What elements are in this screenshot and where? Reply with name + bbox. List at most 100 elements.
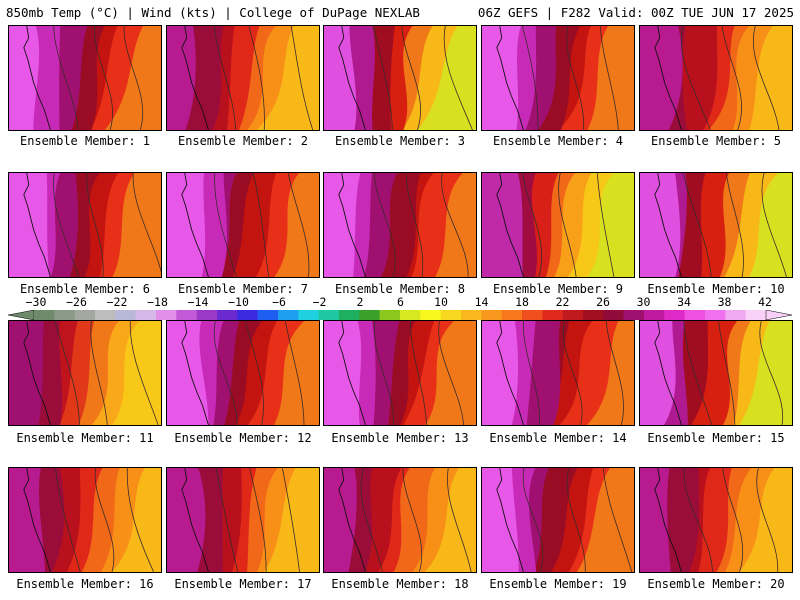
- ensemble-member-label: Ensemble Member: 18: [331, 577, 469, 591]
- colorbar-tick-label: −26: [66, 295, 87, 309]
- colorbar-tick-label: −14: [187, 295, 209, 309]
- ensemble-member-map: [481, 172, 635, 278]
- ensemble-member-map: [481, 467, 635, 573]
- ensemble-member-map: [639, 320, 793, 426]
- map-title: 850mb Temp (°C) | Wind (kts) | College o…: [6, 5, 420, 20]
- ensemble-member-label: Ensemble Member: 12: [174, 431, 312, 445]
- colorbar-swatch: [318, 310, 340, 320]
- ensemble-member-label: Ensemble Member: 20: [647, 577, 785, 591]
- ensemble-member-label: Ensemble Member: 5: [650, 134, 782, 148]
- colorbar-tick-label: 14: [474, 295, 489, 309]
- temperature-field: [640, 173, 792, 277]
- colorbar-swatch: [196, 310, 218, 320]
- colorbar-tick-label: 26: [596, 295, 610, 309]
- ensemble-member-label: Ensemble Member: 9: [492, 282, 624, 296]
- colorbar-tick-label: 34: [677, 295, 691, 309]
- ensemble-member-map: [323, 320, 477, 426]
- ensemble-member-map: [481, 320, 635, 426]
- colorbar-tick-label: 6: [397, 295, 404, 309]
- ensemble-member-label: Ensemble Member: 11: [16, 431, 154, 445]
- colorbar-min-arrow: [8, 310, 35, 320]
- ensemble-member-label: Ensemble Member: 4: [492, 134, 624, 148]
- ensemble-member-map: [8, 25, 162, 131]
- ensemble-member-label: Ensemble Member: 13: [331, 431, 469, 445]
- colorbar-tick-label: −2: [312, 295, 327, 309]
- temperature-field: [324, 321, 476, 425]
- colorbar-tick-label: 10: [434, 295, 448, 309]
- temperature-field: [167, 321, 319, 425]
- temperature-field: [9, 26, 161, 130]
- colorbar-swatch: [664, 310, 685, 320]
- ensemble-member-map: [8, 320, 162, 426]
- ensemble-member-map: [8, 172, 162, 278]
- temperature-field: [640, 321, 792, 425]
- colorbar-swatch: [562, 310, 584, 320]
- colorbar-swatch: [501, 310, 523, 320]
- colorbar-swatch: [583, 310, 604, 320]
- colorbar-swatch: [34, 310, 55, 320]
- ensemble-member-map: [323, 467, 477, 573]
- ensemble-member-map: [639, 467, 793, 573]
- ensemble-member-map: [481, 25, 635, 131]
- ensemble-member-label: Ensemble Member: 1: [19, 134, 151, 148]
- colorbar-tick-label: 30: [636, 295, 651, 309]
- ensemble-member-label: Ensemble Member: 7: [177, 282, 309, 296]
- temperature-field: [9, 468, 161, 572]
- colorbar-swatch: [176, 310, 197, 320]
- ensemble-member-label: Ensemble Member: 10: [647, 282, 785, 296]
- ensemble-member-map: [166, 25, 320, 131]
- colorbar-swatch: [278, 310, 299, 320]
- ensemble-member-label: Ensemble Member: 16: [16, 577, 154, 591]
- colorbar-swatch: [481, 310, 502, 320]
- ensemble-member-map: [639, 25, 793, 131]
- temperature-field: [640, 26, 792, 130]
- colorbar-swatch: [359, 310, 380, 320]
- colorbar-swatch: [74, 310, 96, 320]
- ensemble-member-map: [8, 467, 162, 573]
- colorbar-swatch: [440, 310, 462, 320]
- colorbar-tick-label: 18: [515, 295, 529, 309]
- ensemble-member-label: Ensemble Member: 15: [647, 431, 785, 445]
- ensemble-member-label: Ensemble Member: 8: [334, 282, 466, 296]
- colorbar-tick-label: 38: [717, 295, 732, 309]
- colorbar-tick-label: −22: [106, 295, 128, 309]
- colorbar-swatch: [644, 310, 665, 320]
- temperature-field: [9, 321, 161, 425]
- colorbar-swatch: [725, 310, 746, 320]
- ensemble-member-map: [323, 25, 477, 131]
- colorbar-swatch: [684, 310, 706, 320]
- colorbar-swatch: [705, 310, 726, 320]
- colorbar-swatch: [542, 310, 563, 320]
- temperature-field: [640, 468, 792, 572]
- temperature-field: [324, 468, 476, 572]
- colorbar-tick-label: −6: [272, 295, 286, 309]
- colorbar-swatch: [603, 310, 624, 320]
- colorbar-swatch: [54, 310, 75, 320]
- colorbar-swatch: [522, 310, 543, 320]
- temperature-field: [482, 173, 634, 277]
- colorbar-swatch: [623, 310, 645, 320]
- colorbar-tick-label: 22: [555, 295, 570, 309]
- colorbar-swatch: [379, 310, 401, 320]
- temperature-field: [167, 173, 319, 277]
- temperature-field: [324, 173, 476, 277]
- ensemble-member-label: Ensemble Member: 3: [334, 134, 466, 148]
- temperature-field: [482, 468, 634, 572]
- colorbar-swatch: [745, 310, 767, 320]
- temperature-field: [167, 468, 319, 572]
- colorbar-swatch: [115, 310, 136, 320]
- ensemble-member-map: [166, 172, 320, 278]
- colorbar-tick-label: −30: [25, 295, 47, 309]
- temperature-colorbar: [8, 310, 792, 320]
- colorbar-swatch: [95, 310, 116, 320]
- colorbar-tick-label: 42: [758, 295, 772, 309]
- ensemble-member-label: Ensemble Member: 14: [489, 431, 627, 445]
- colorbar-tick-label: −10: [228, 295, 249, 309]
- ensemble-member-label: Ensemble Member: 19: [489, 577, 627, 591]
- colorbar-swatch: [461, 310, 482, 320]
- colorbar-max-arrow: [765, 310, 792, 320]
- colorbar-tick-label: 2: [356, 295, 364, 309]
- valid-time: 06Z GEFS | F282 Valid: 00Z TUE JUN 17 20…: [477, 5, 794, 20]
- colorbar-swatch: [237, 310, 258, 320]
- colorbar-swatch: [400, 310, 421, 320]
